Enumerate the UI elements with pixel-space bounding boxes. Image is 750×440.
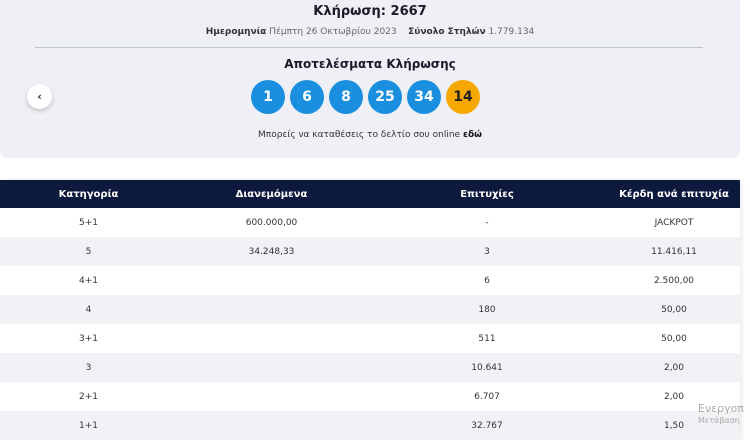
number-ball: 1	[251, 80, 285, 114]
cell-distributed	[177, 382, 366, 411]
online-text-label: Μπορείς να καταθέσεις το δελτίο σου onli…	[258, 130, 461, 140]
bonus-ball: 14	[446, 80, 480, 114]
cell-category: 3+1	[0, 324, 177, 353]
activation-watermark-sub: Μετάβαση	[698, 416, 740, 425]
cell-prize: 50,00	[608, 324, 740, 353]
cell-prize: 2.500,00	[608, 266, 740, 295]
draw-date: Πέμπτη 26 Οκτωβρίου 2023	[269, 27, 397, 37]
table-row: 1+1 32.767 1,50	[0, 411, 740, 440]
cell-winners: 6	[366, 266, 608, 295]
table-row: 5 34.248,33 3 11.416,11	[0, 237, 740, 266]
cell-category: 5	[0, 237, 177, 266]
cell-distributed	[177, 353, 366, 382]
cell-winners: 10.641	[366, 353, 608, 382]
cell-distributed: 600.000,00	[177, 208, 366, 237]
cell-prize: 11.416,11	[608, 237, 740, 266]
cell-distributed	[177, 266, 366, 295]
previous-draw-button[interactable]: ‹	[27, 84, 52, 109]
cell-prize: JACKPOT	[608, 208, 740, 237]
cell-distributed: 34.248,33	[177, 237, 366, 266]
table-header: Κατηγορία Διανεμόμενα Επιτυχίες Κέρδη αν…	[0, 180, 740, 208]
cell-distributed	[177, 324, 366, 353]
winning-numbers: 1 6 8 25 34 14	[251, 80, 480, 114]
activation-watermark: Ενεργοπ	[698, 402, 744, 415]
cell-prize: 50,00	[608, 295, 740, 324]
header-distributed: Διανεμόμενα	[177, 180, 366, 208]
number-ball: 8	[329, 80, 363, 114]
prize-table: Κατηγορία Διανεμόμενα Επιτυχίες Κέρδη αν…	[0, 180, 740, 440]
table-row: 4+1 6 2.500,00	[0, 266, 740, 295]
table-row: 2+1 6.707 2,00	[0, 382, 740, 411]
date-label: Ημερομηνία	[205, 27, 267, 37]
table-row: 3+1 511 50,00	[0, 324, 740, 353]
table-row: 5+1 600.000,00- JACKPOT	[0, 208, 740, 237]
cell-winners: -	[366, 208, 608, 237]
online-link[interactable]: εδώ	[462, 130, 482, 140]
results-title: Αποτελέσματα Κλήρωσης	[284, 57, 456, 71]
header-winners: Επιτυχίες	[366, 180, 608, 208]
cell-category: 1+1	[0, 411, 177, 440]
cell-category: 5+1	[0, 208, 177, 237]
cell-distributed	[177, 411, 366, 440]
cell-winners: 3	[366, 237, 608, 266]
cell-category: 4+1	[0, 266, 177, 295]
cell-category: 3	[0, 353, 177, 382]
cell-winners: 511	[366, 324, 608, 353]
draw-meta: Ημερομηνία Πέμπτη 26 Οκτωβρίου 2023 Σύνο…	[0, 27, 740, 37]
number-ball: 34	[407, 80, 441, 114]
cell-distributed	[177, 295, 366, 324]
divider	[35, 47, 703, 48]
number-ball: 25	[368, 80, 402, 114]
header-category: Κατηγορία	[0, 180, 177, 208]
table-row: 3 10.641 2,00	[0, 353, 740, 382]
cell-category: 2+1	[0, 382, 177, 411]
cell-winners: 6.707	[366, 382, 608, 411]
cell-category: 4	[0, 295, 177, 324]
cell-winners: 180	[366, 295, 608, 324]
cell-prize: 2,00	[608, 353, 740, 382]
draw-title: Κλήρωση: 2667	[313, 4, 427, 19]
columns-count: 1.779.134	[488, 27, 535, 37]
number-ball: 6	[290, 80, 324, 114]
cell-winners: 32.767	[366, 411, 608, 440]
header-prize: Κέρδη ανά επιτυχία	[608, 180, 740, 208]
draw-card: Κλήρωση: 2667 Ημερομηνία Πέμπτη 26 Οκτωβ…	[0, 0, 740, 158]
cell-prize: 2,00	[608, 382, 740, 411]
columns-label: Σύνολο Στηλών	[408, 27, 486, 37]
table-row: 4 180 50,00	[0, 295, 740, 324]
online-text: Μπορείς να καταθέσεις το δελτίο σου onli…	[0, 130, 740, 140]
chevron-left-icon: ‹	[37, 90, 42, 103]
